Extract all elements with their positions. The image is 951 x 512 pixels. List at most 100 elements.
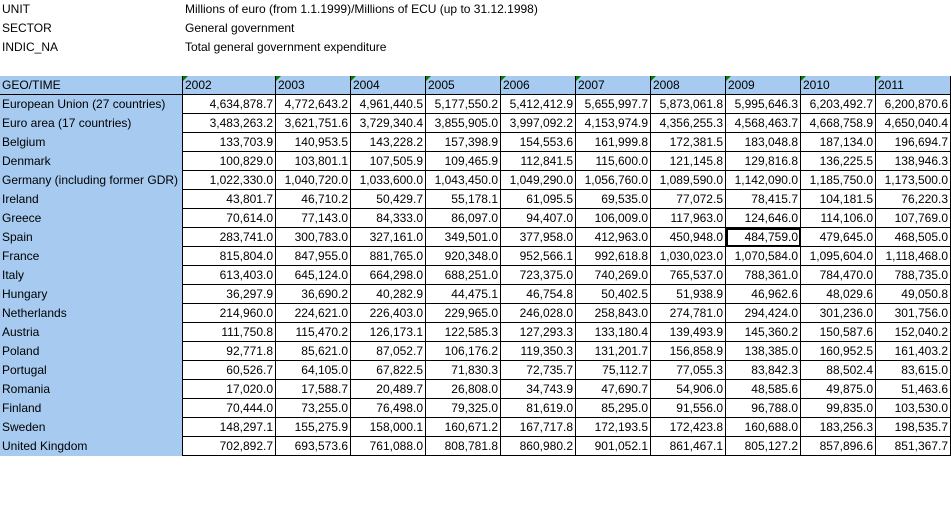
data-cell[interactable]: 77,072.5 [651,190,726,209]
data-cell[interactable]: 468,505.0 [876,228,951,247]
data-cell[interactable]: 645,124.0 [276,266,351,285]
data-cell[interactable]: 156,858.9 [651,342,726,361]
data-cell[interactable]: 5,655,997.7 [576,95,651,114]
data-cell[interactable]: 613,403.0 [183,266,276,285]
data-cell[interactable]: 71,830.3 [426,361,501,380]
data-cell[interactable]: 788,361.0 [726,266,801,285]
data-cell[interactable]: 5,177,550.2 [426,95,501,114]
data-cell[interactable]: 51,938.9 [651,285,726,304]
data-cell[interactable]: 117,963.0 [651,209,726,228]
data-cell[interactable]: 72,735.7 [501,361,576,380]
data-cell[interactable]: 44,475.1 [426,285,501,304]
data-cell[interactable]: 155,275.9 [276,418,351,437]
data-cell[interactable]: 103,801.1 [276,152,351,171]
data-cell[interactable]: 84,333.0 [351,209,426,228]
meta-value[interactable]: Total general government expenditure [185,40,387,54]
data-cell[interactable]: 300,783.0 [276,228,351,247]
data-cell[interactable]: 109,465.9 [426,152,501,171]
data-cell[interactable]: 283,741.0 [183,228,276,247]
data-cell[interactable]: 49,875.0 [801,380,876,399]
row-header[interactable]: Poland [0,342,183,361]
data-cell[interactable]: 258,843.0 [576,304,651,323]
data-cell[interactable]: 51,463.6 [876,380,951,399]
data-cell[interactable]: 1,142,090.0 [726,171,801,190]
column-header[interactable]: 2005 [426,76,501,95]
data-cell[interactable]: 349,501.0 [426,228,501,247]
data-cell[interactable]: 124,646.0 [726,209,801,228]
data-cell[interactable]: 100,829.0 [183,152,276,171]
data-cell[interactable]: 1,070,584.0 [726,247,801,266]
data-cell[interactable]: 26,808.0 [426,380,501,399]
data-cell[interactable]: 46,710.2 [276,190,351,209]
data-cell[interactable]: 860,980.2 [501,437,576,456]
data-cell[interactable]: 55,178.1 [426,190,501,209]
data-cell[interactable]: 91,556.0 [651,399,726,418]
data-cell[interactable]: 103,530.0 [876,399,951,418]
data-cell[interactable]: 143,228.2 [351,133,426,152]
data-cell[interactable]: 4,668,758.9 [801,114,876,133]
row-header[interactable]: Romania [0,380,183,399]
data-cell[interactable]: 107,769.0 [876,209,951,228]
data-cell[interactable]: 76,498.0 [351,399,426,418]
data-cell[interactable]: 327,161.0 [351,228,426,247]
data-cell[interactable]: 808,781.8 [426,437,501,456]
data-cell[interactable]: 1,185,750.0 [801,171,876,190]
column-header[interactable]: 2007 [576,76,651,95]
data-cell[interactable]: 154,553.6 [501,133,576,152]
data-cell[interactable]: 73,255.0 [276,399,351,418]
data-cell[interactable]: 50,429.7 [351,190,426,209]
row-header[interactable]: Greece [0,209,183,228]
data-cell[interactable]: 48,029.6 [801,285,876,304]
data-cell[interactable]: 40,282.9 [351,285,426,304]
data-cell[interactable]: 139,493.9 [651,323,726,342]
row-header[interactable]: Sweden [0,418,183,437]
row-header[interactable]: Germany (including former GDR) [0,171,183,190]
data-cell[interactable]: 17,020.0 [183,380,276,399]
data-cell[interactable]: 784,470.0 [801,266,876,285]
column-header[interactable]: 2010 [801,76,876,95]
data-cell[interactable]: 229,965.0 [426,304,501,323]
data-cell[interactable]: 5,412,412.9 [501,95,576,114]
data-cell[interactable]: 214,960.0 [183,304,276,323]
data-cell[interactable]: 4,356,255.3 [651,114,726,133]
data-cell[interactable]: 693,573.6 [276,437,351,456]
data-cell[interactable]: 1,049,290.0 [501,171,576,190]
row-header[interactable]: Austria [0,323,183,342]
column-header[interactable]: 2008 [651,76,726,95]
data-cell[interactable]: 64,105.0 [276,361,351,380]
data-cell[interactable]: 3,997,092.2 [501,114,576,133]
data-cell[interactable]: 86,097.0 [426,209,501,228]
data-cell[interactable]: 301,236.0 [801,304,876,323]
data-cell[interactable]: 119,350.3 [501,342,576,361]
data-cell[interactable]: 36,297.9 [183,285,276,304]
data-cell[interactable]: 85,621.0 [276,342,351,361]
data-cell[interactable]: 4,568,463.7 [726,114,801,133]
data-cell[interactable]: 127,293.3 [501,323,576,342]
data-cell[interactable]: 1,095,604.0 [801,247,876,266]
data-cell[interactable]: 133,703.9 [183,133,276,152]
data-cell[interactable]: 160,688.0 [726,418,801,437]
data-cell[interactable]: 274,781.0 [651,304,726,323]
data-cell[interactable]: 226,403.0 [351,304,426,323]
data-cell[interactable]: 77,143.0 [276,209,351,228]
data-cell[interactable]: 77,055.3 [651,361,726,380]
data-cell[interactable]: 92,771.8 [183,342,276,361]
data-cell[interactable]: 851,367.7 [876,437,951,456]
data-cell[interactable]: 121,145.8 [651,152,726,171]
data-cell[interactable]: 172,381.5 [651,133,726,152]
data-cell[interactable]: 107,505.9 [351,152,426,171]
data-cell[interactable]: 479,645.0 [801,228,876,247]
column-header[interactable]: 2003 [276,76,351,95]
data-cell[interactable]: 3,621,751.6 [276,114,351,133]
data-cell[interactable]: 172,193.5 [576,418,651,437]
row-header[interactable]: Hungary [0,285,183,304]
meta-value[interactable]: General government [185,21,295,35]
data-cell[interactable]: 484,759.0 [726,228,801,247]
data-cell[interactable]: 36,690.2 [276,285,351,304]
data-cell[interactable]: 20,489.7 [351,380,426,399]
data-cell[interactable]: 920,348.0 [426,247,501,266]
data-cell[interactable]: 4,650,040.4 [876,114,951,133]
data-cell[interactable]: 4,634,878.7 [183,95,276,114]
data-cell[interactable]: 83,842.3 [726,361,801,380]
data-cell[interactable]: 47,690.7 [576,380,651,399]
